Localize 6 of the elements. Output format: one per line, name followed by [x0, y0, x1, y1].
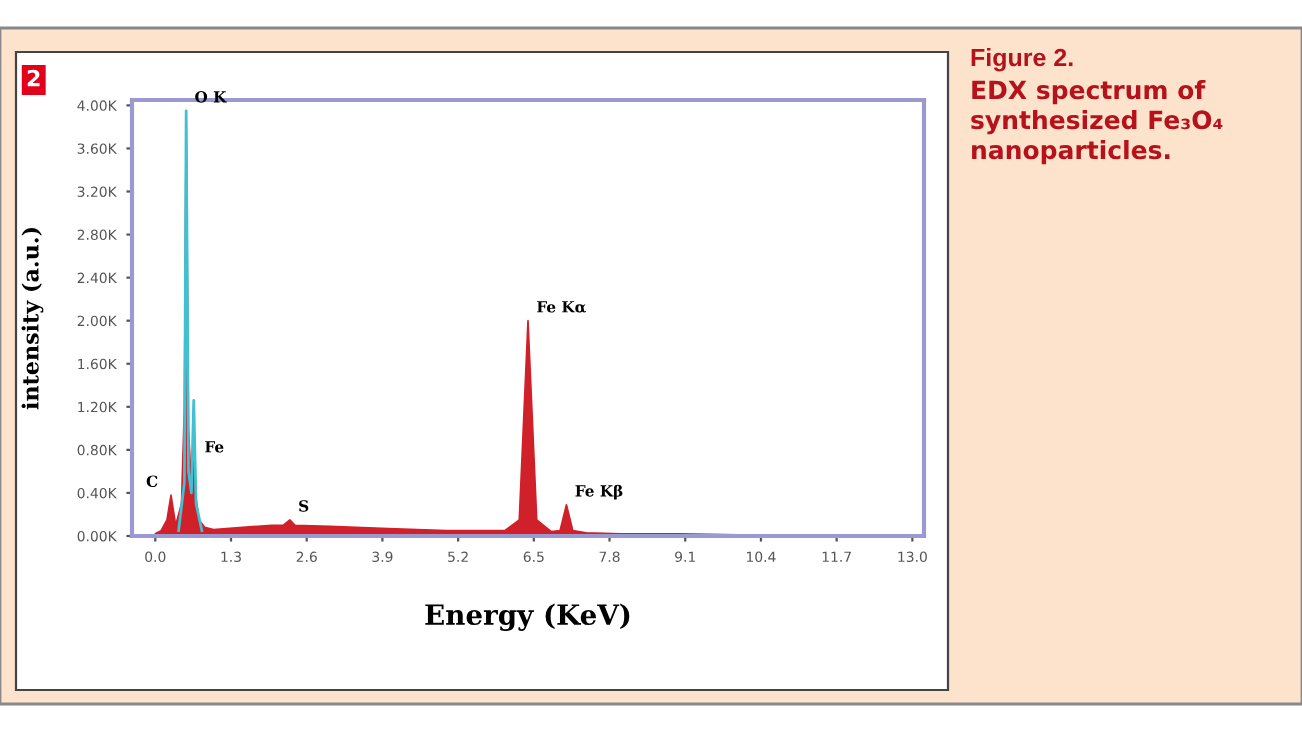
y-axis-title: intensity (a.u.): [21, 228, 44, 410]
text: Figure 2.: [971, 48, 1073, 72]
text: EDX spectrum of synthesized Fe₃O₄ nanoparticles.: [971, 80, 1223, 165]
x-axis-title: Energy (KeV): [425, 603, 630, 631]
line-series: [177, 109, 204, 533]
text: 2: [27, 69, 40, 87]
